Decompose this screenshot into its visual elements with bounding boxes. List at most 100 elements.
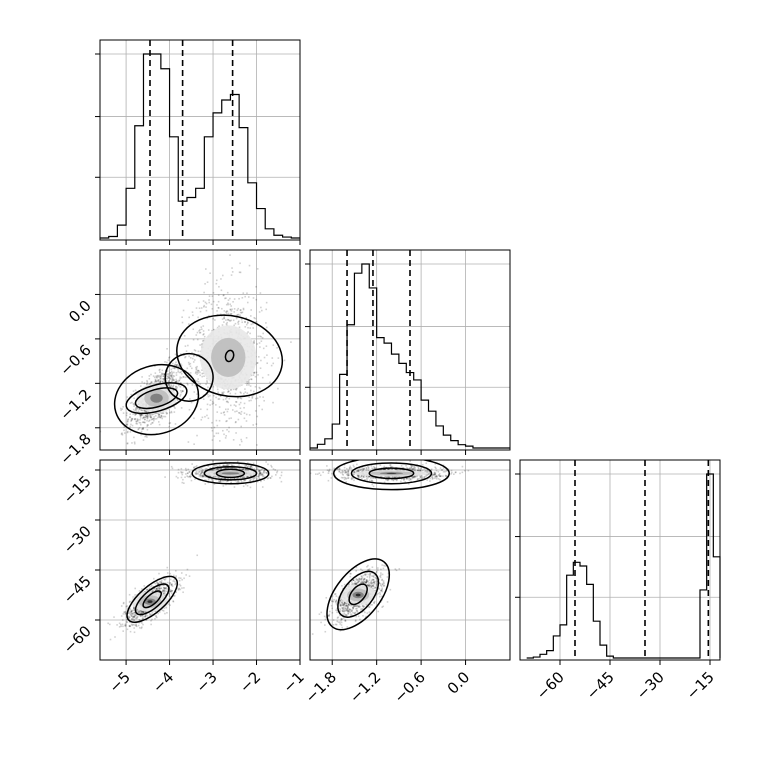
scatter-point: [168, 381, 170, 383]
scatter-point: [125, 623, 127, 625]
scatter-point: [127, 628, 129, 630]
scatter-point: [227, 411, 229, 413]
scatter-point: [324, 631, 326, 633]
scatter-point: [232, 271, 234, 273]
scatter-point: [150, 417, 152, 419]
scatter-point: [216, 279, 218, 281]
scatter-point: [245, 465, 247, 467]
scatter-point: [374, 601, 376, 603]
scatter-point: [226, 310, 228, 312]
scatter-point: [224, 310, 226, 312]
scatter-point: [172, 372, 174, 374]
scatter-point: [246, 324, 248, 326]
scatter-point: [130, 631, 132, 633]
scatter-point: [133, 409, 135, 411]
scatter-point: [383, 568, 385, 570]
scatter-point: [315, 473, 317, 475]
scatter-point: [262, 333, 264, 335]
scatter-point: [368, 582, 370, 584]
scatter-point: [162, 589, 164, 591]
scatter-point: [206, 415, 208, 417]
scatter-point: [186, 368, 188, 370]
scatter-point: [204, 283, 206, 285]
scatter-point: [375, 587, 377, 589]
scatter-point: [366, 566, 368, 568]
scatter-point: [170, 378, 172, 380]
scatter-point: [159, 424, 161, 426]
scatter-point: [204, 483, 206, 485]
scatter-point: [131, 624, 133, 626]
scatter-point: [340, 600, 342, 602]
scatter-point: [344, 584, 346, 586]
scatter-point: [252, 327, 254, 329]
scatter-point: [166, 612, 168, 614]
scatter-point: [377, 567, 379, 569]
scatter-point: [213, 301, 215, 303]
scatter-point: [262, 337, 264, 339]
scatter-point: [172, 585, 174, 587]
histogram-panel-0: [95, 40, 300, 245]
scatter-point: [234, 486, 236, 488]
scatter-point: [336, 599, 338, 601]
scatter-point: [110, 639, 112, 641]
scatter-point: [231, 274, 233, 276]
scatter-point: [272, 344, 274, 346]
scatter-point: [175, 379, 177, 381]
scatter-point: [131, 618, 133, 620]
scatter-point: [284, 360, 286, 362]
scatter-point: [156, 418, 158, 420]
scatter-point: [197, 317, 199, 319]
scatter-point: [207, 404, 209, 406]
scatter-point: [253, 317, 255, 319]
scatter-point: [207, 386, 209, 388]
scatter-point: [152, 413, 154, 415]
scatter-frame-0-1: [100, 250, 300, 450]
scatter-point: [255, 286, 257, 288]
scatter-point: [164, 361, 166, 363]
scatter-point: [222, 318, 224, 320]
scatter-point: [133, 437, 135, 439]
scatter-point: [425, 462, 427, 464]
scatter-point: [171, 590, 173, 592]
scatter-point: [237, 308, 239, 310]
scatter-point: [189, 471, 191, 473]
scatter-point: [167, 582, 169, 584]
scatter-point: [332, 612, 334, 614]
scatter-point: [243, 480, 245, 482]
scatter-point: [212, 439, 214, 441]
scatter-point: [244, 388, 246, 390]
scatter-point: [202, 325, 204, 327]
scatter-point: [250, 315, 252, 317]
scatter-point: [218, 307, 220, 309]
scatter-point: [439, 479, 441, 481]
scatter-point: [199, 344, 201, 346]
scatter-point: [180, 394, 182, 396]
scatter-point: [131, 613, 133, 615]
scatter-point: [185, 377, 187, 379]
scatter-point: [247, 327, 249, 329]
scatter-point: [235, 405, 237, 407]
scatter-point: [206, 303, 208, 305]
scatter-point: [446, 470, 448, 472]
scatter-point: [271, 476, 273, 478]
scatter-point: [136, 410, 138, 412]
scatter-point: [223, 391, 225, 393]
scatter-point: [199, 471, 201, 473]
scatter-point: [162, 609, 164, 611]
scatter-point: [170, 422, 172, 424]
scatter-point: [260, 307, 262, 309]
scatter-point: [443, 471, 445, 473]
scatter-point: [197, 339, 199, 341]
scatter-point: [237, 461, 239, 463]
scatter-point: [312, 633, 314, 635]
scatter-point: [343, 607, 345, 609]
scatter-point: [149, 378, 151, 380]
scatter-point: [229, 320, 231, 322]
scatter-point: [162, 381, 164, 383]
scatter-point: [143, 416, 145, 418]
scatter-point: [216, 310, 218, 312]
scatter-point: [241, 481, 243, 483]
scatter-point: [172, 377, 174, 379]
scatter-point: [339, 608, 341, 610]
scatter-point: [174, 407, 176, 409]
